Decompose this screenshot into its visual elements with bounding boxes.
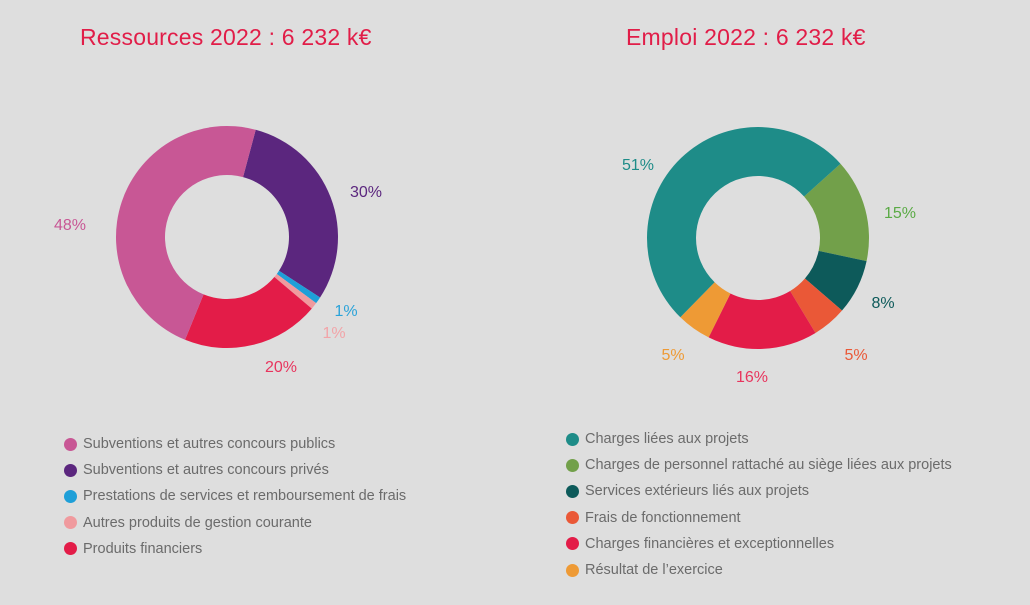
legend-dot-icon: [566, 484, 579, 498]
donut-slice: [274, 273, 317, 309]
slice-percent-label: 16%: [736, 369, 768, 386]
legend-dot-icon: [64, 463, 77, 477]
slice-percent-label: 8%: [871, 295, 894, 312]
donut-emploi: 15% 8% 5% 16% 5% 51%: [622, 127, 916, 386]
slice-percent-label: 30%: [350, 184, 382, 201]
legend-item: Charges de personnel rattaché au siège l…: [566, 452, 952, 478]
legend-item: Charges liées aux projets: [566, 426, 952, 452]
legend-dot-icon: [566, 511, 579, 525]
donut-slice: [243, 129, 338, 298]
legend-dot-icon: [64, 542, 77, 556]
legend-label: Charges financières et exceptionnelles: [585, 535, 835, 552]
legend-dot-icon: [566, 537, 579, 551]
legend-dot-icon: [566, 458, 579, 472]
legend-item: Autres produits de gestion courante: [64, 510, 406, 536]
legend-label: Subventions et autres concours privés: [83, 462, 329, 479]
donut-slice: [708, 291, 816, 349]
legend-item: Produits financiers: [64, 536, 406, 562]
donut-slice: [804, 163, 869, 262]
donut-slice: [647, 127, 841, 318]
legend-dot-icon: [64, 516, 77, 530]
legend-item: Charges financières et exceptionnelles: [566, 531, 952, 557]
legend-ressources: Subventions et autres concours publics Su…: [64, 431, 406, 562]
slice-percent-label: 15%: [884, 205, 916, 222]
legend-item: Résultat de l’exercice: [566, 557, 952, 583]
legend-label: Charges liées aux projets: [585, 431, 749, 448]
legend-item: Subventions et autres concours privés: [64, 457, 406, 483]
legend-label: Subventions et autres concours publics: [83, 436, 336, 453]
chart-title-emploi: Emploi 2022 : 6 232 k€: [626, 24, 866, 50]
donut-slice: [804, 250, 867, 311]
donut-slice: [790, 278, 843, 333]
legend-dot-icon: [566, 432, 579, 446]
legend-item: Subventions et autres concours publics: [64, 431, 406, 457]
legend-label: Produits financiers: [83, 540, 203, 557]
chart-title-ressources: Ressources 2022 : 6 232 k€: [80, 24, 372, 50]
donut-slice: [115, 125, 256, 340]
legend-dot-icon: [566, 563, 579, 577]
slice-percent-label: 5%: [844, 347, 867, 364]
legend-label: Services extérieurs liés aux projets: [585, 483, 810, 500]
donut-slice: [276, 270, 321, 304]
legend-item: Services extérieurs liés aux projets: [566, 478, 952, 504]
legend-label: Frais de fonctionnement: [585, 509, 741, 526]
slice-percent-label: 1%: [322, 325, 345, 342]
legend-label: Prestations de services et remboursement…: [83, 488, 407, 505]
legend-label: Charges de personnel rattaché au siège l…: [585, 457, 952, 474]
legend-item: Frais de fonctionnement: [566, 505, 952, 531]
donut-slice: [680, 282, 731, 338]
legend-dot-icon: [64, 437, 77, 451]
slice-percent-label: 20%: [265, 359, 297, 376]
donut-slice: [185, 277, 312, 349]
slice-percent-label: 48%: [54, 217, 86, 234]
slice-percent-label: 5%: [661, 347, 684, 364]
slice-percent-label: 1%: [334, 303, 357, 320]
legend-label: Autres produits de gestion courante: [83, 514, 312, 531]
legend-item: Prestations de services et remboursement…: [64, 483, 406, 509]
legend-emploi: Charges liées aux projets Charges de pers…: [566, 426, 952, 583]
legend-label: Résultat de l’exercice: [585, 562, 723, 579]
slice-percent-label: 51%: [622, 157, 654, 174]
legend-dot-icon: [64, 489, 77, 503]
donut-ressources: 30% 1% 1% 20% 48%: [54, 125, 382, 376]
